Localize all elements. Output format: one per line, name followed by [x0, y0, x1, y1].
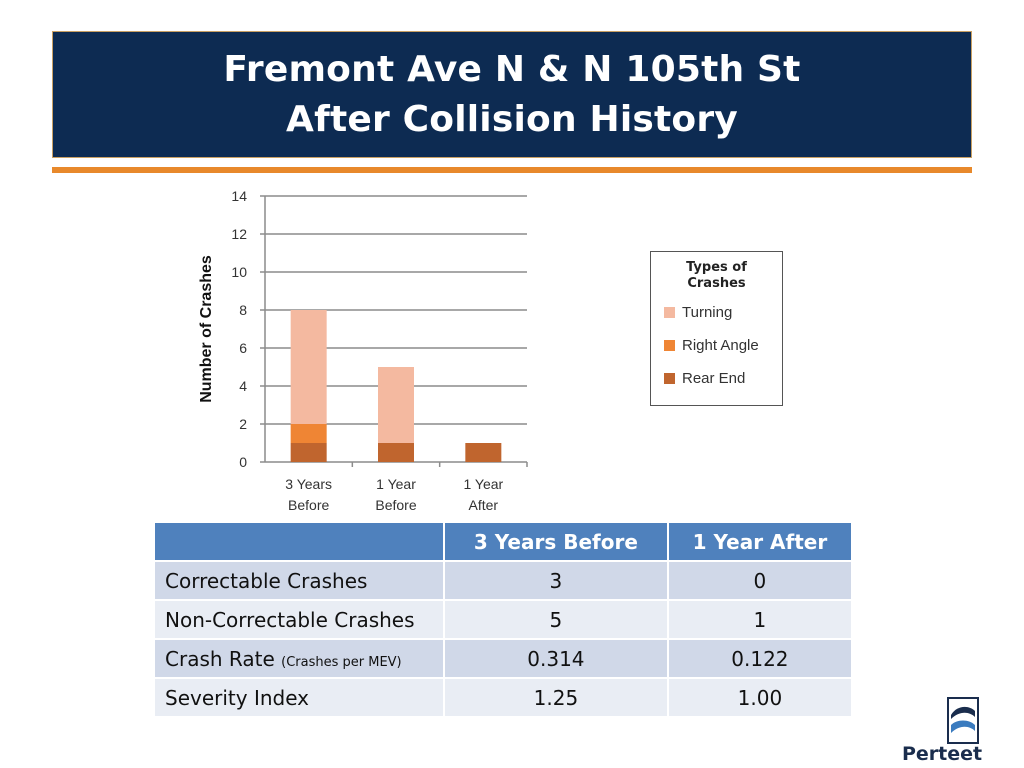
bar-rear-end — [290, 443, 327, 462]
table-cell: 1 — [666, 599, 854, 640]
y-axis-title: Number of Crashes — [198, 255, 215, 403]
legend-title-line-2: Crashes — [687, 276, 746, 291]
accent-divider — [52, 167, 972, 173]
legend-label-rear-end: Rear End — [682, 370, 746, 387]
logo-text: Perteet — [901, 743, 983, 765]
row-label: Correctable Crashes — [153, 560, 445, 601]
y-tick-label: 12 — [231, 226, 247, 242]
table-cell: 0.122 — [666, 638, 854, 679]
row-label: Non-Correctable Crashes — [153, 599, 445, 640]
row-label-text: Crash Rate — [165, 646, 282, 671]
table-cell: 0 — [666, 560, 854, 601]
bar-turning — [290, 310, 327, 424]
y-tick-label: 0 — [239, 454, 247, 470]
table-header-row: 3 Years Before 1 Year After — [153, 521, 854, 562]
table-header-1-year-after: 1 Year After — [666, 521, 854, 562]
y-tick-label: 4 — [239, 378, 247, 394]
table-cell: 5 — [443, 599, 669, 640]
table-row: Correctable Crashes 3 0 — [153, 560, 854, 601]
table-cell: 1.00 — [666, 677, 854, 718]
table-header-3-years-before: 3 Years Before — [443, 521, 669, 562]
x-tick-label: 1 Year — [376, 476, 416, 492]
legend-label-turning: Turning — [682, 304, 733, 321]
x-tick-label: 3 Years — [285, 476, 332, 492]
x-tick-label: After — [469, 497, 499, 513]
table-cell: 3 — [443, 560, 669, 601]
legend-title: Types of Crashes — [651, 260, 782, 292]
table-row: Non-Correctable Crashes 5 1 — [153, 599, 854, 640]
legend-item-right-angle: Right Angle — [664, 337, 759, 354]
row-label: Crash Rate (Crashes per MEV) — [153, 638, 445, 679]
slide-title-line-2: After Collision History — [286, 98, 738, 140]
legend-title-line-1: Types of — [686, 260, 747, 275]
y-tick-label: 2 — [239, 416, 247, 432]
table-row: Crash Rate (Crashes per MEV) 0.314 0.122 — [153, 638, 854, 679]
legend-swatch-rear-end — [664, 373, 675, 384]
table-cell: 0.314 — [443, 638, 669, 679]
title-banner: Fremont Ave N & N 105th St After Collisi… — [52, 31, 972, 158]
bar-turning — [378, 367, 414, 443]
row-label-unit: (Crashes per MEV) — [281, 654, 402, 670]
row-label-text: Correctable Crashes — [165, 568, 368, 593]
y-tick-label: 8 — [239, 302, 247, 318]
table-row: Severity Index 1.25 1.00 — [153, 677, 854, 718]
bar-rear-end — [378, 443, 414, 462]
x-tick-label: Before — [375, 497, 416, 513]
bar-right-angle — [290, 424, 327, 443]
row-label-text: Non-Correctable Crashes — [165, 607, 415, 632]
legend-item-turning: Turning — [664, 304, 732, 321]
legend-item-rear-end: Rear End — [664, 370, 745, 387]
legend-swatch-turning — [664, 307, 675, 318]
bar-rear-end — [465, 443, 502, 462]
y-tick-label: 14 — [231, 188, 247, 204]
legend-label-right-angle: Right Angle — [682, 337, 759, 354]
legend-swatch-right-angle — [664, 340, 675, 351]
x-tick-label: Before — [288, 497, 329, 513]
x-tick-label: 1 Year — [463, 476, 503, 492]
y-tick-label: 10 — [231, 264, 247, 280]
perteet-logo: Perteet — [900, 697, 984, 767]
perteet-logo-mark-icon — [947, 697, 979, 744]
chart-legend: Types of Crashes Turning Right Angle Rea… — [650, 251, 783, 406]
crash-bar-chart: 0 2 4 6 8 10 12 14 Number of Crashes 3 Years Befor… — [198, 188, 528, 513]
slide-title-line-1: Fremont Ave N & N 105th St — [223, 48, 801, 90]
table-cell: 1.25 — [443, 677, 669, 718]
table-header-blank — [153, 521, 445, 562]
crash-summary-table: 3 Years Before 1 Year After Correctable … — [153, 521, 854, 718]
row-label-text: Severity Index — [165, 685, 310, 710]
row-label: Severity Index — [153, 677, 445, 718]
y-tick-label: 6 — [239, 340, 247, 356]
